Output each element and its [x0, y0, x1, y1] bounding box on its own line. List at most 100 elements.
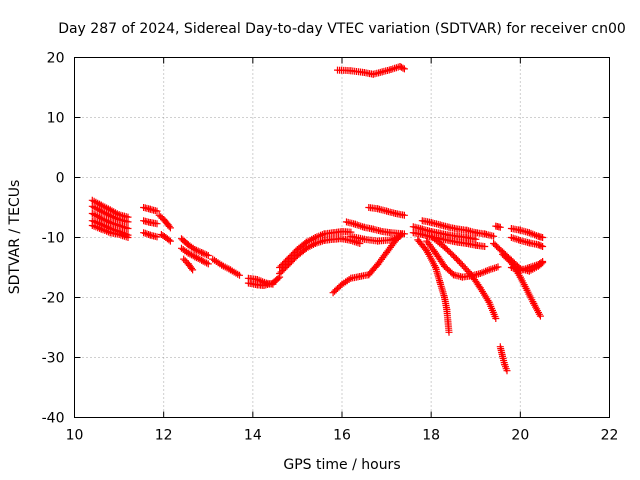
plot-frame — [74, 57, 610, 418]
data-point — [96, 224, 103, 232]
data-point — [397, 63, 405, 71]
data-point — [276, 270, 284, 277]
data-point — [482, 267, 490, 275]
series-arc-d2 — [178, 244, 212, 268]
series-arc-p2 — [507, 234, 547, 250]
data-point — [398, 230, 406, 238]
data-point — [191, 246, 199, 253]
data-point — [461, 264, 469, 272]
data-point — [539, 258, 547, 265]
series-arc-i1 — [329, 230, 406, 297]
data-point — [464, 268, 472, 275]
x-tick-label: 16 — [333, 428, 351, 444]
series-arc-a3 — [88, 210, 132, 232]
series-arc-b2 — [140, 217, 161, 228]
series-arc-j1 — [334, 63, 408, 78]
data-point — [203, 251, 211, 259]
series-arc-h2 — [365, 204, 408, 219]
data-point — [108, 213, 116, 221]
series-arc-b3 — [140, 229, 161, 241]
series-arc-o1 — [496, 343, 511, 375]
series-arc-d1 — [178, 235, 212, 259]
data-point — [286, 253, 294, 261]
data-point — [285, 255, 292, 262]
x-tick-label: 14 — [244, 428, 262, 444]
data-point — [457, 260, 465, 267]
data-point — [193, 246, 200, 254]
data-point — [539, 234, 547, 241]
series-arc-a5 — [88, 222, 132, 241]
x-tick-label: 12 — [155, 428, 173, 444]
data-point — [290, 249, 298, 256]
y-tick-labels: 20 10 0 -10 -20 -30 -40 — [42, 51, 65, 427]
data-point — [236, 271, 243, 279]
data-point — [452, 255, 460, 263]
data-point — [454, 256, 462, 264]
data-point — [282, 264, 289, 271]
data-point — [539, 243, 547, 250]
data-point — [481, 243, 489, 250]
data-point — [165, 236, 173, 244]
x-tick-label: 18 — [422, 428, 440, 444]
data-point — [536, 312, 544, 320]
series-arc-l1 — [414, 236, 453, 336]
data-point — [203, 259, 211, 267]
y-tick-label: -30 — [42, 351, 65, 367]
y-axis-label: SDTVAR / TECUs — [7, 180, 23, 295]
x-tick-labels: 10 12 14 16 18 20 22 — [66, 428, 619, 444]
data-point — [199, 249, 207, 257]
y-tick-label: 0 — [56, 171, 65, 187]
x-axis-label: GPS time / hours — [283, 457, 400, 473]
data-point — [188, 264, 195, 272]
data-point — [166, 224, 174, 232]
data-point — [153, 207, 161, 215]
y-tick-label: 10 — [47, 111, 65, 127]
data-point — [286, 259, 294, 267]
series-arc-g2 — [276, 235, 364, 277]
data-markers — [88, 63, 547, 375]
data-point — [196, 248, 204, 256]
series-arc-r1 — [499, 250, 544, 320]
series-arc-k3 — [418, 217, 498, 240]
data-point — [153, 220, 161, 228]
data-point — [280, 259, 288, 267]
data-point — [356, 240, 364, 247]
data-point — [444, 246, 451, 254]
series-arc-c2 — [157, 231, 174, 245]
data-point — [472, 235, 480, 243]
data-point — [399, 64, 407, 72]
data-point — [445, 328, 453, 336]
data-point — [204, 252, 212, 259]
series-arc-b1 — [140, 204, 161, 215]
series-arc-d3 — [180, 255, 197, 274]
x-tick-label: 20 — [511, 428, 529, 444]
data-point — [124, 218, 132, 226]
series-arc-h1 — [343, 218, 408, 238]
data-point — [189, 266, 197, 274]
y-tick-label: -10 — [42, 231, 65, 247]
data-point — [280, 265, 288, 273]
data-point — [455, 258, 463, 266]
data-point — [525, 229, 533, 237]
series-arc-k2 — [409, 223, 480, 243]
data-point — [180, 255, 188, 263]
series-arc-n1 — [492, 222, 504, 231]
data-point — [503, 367, 511, 375]
data-point — [490, 232, 498, 240]
series-arc-e1 — [209, 255, 243, 279]
series-arc-a2 — [88, 202, 132, 226]
series-arc-m1 — [423, 237, 502, 281]
data-point — [124, 234, 132, 241]
data-point — [496, 223, 504, 231]
data-point — [311, 234, 319, 241]
data-point — [494, 263, 502, 271]
data-point — [194, 247, 202, 255]
y-tick-label: 20 — [47, 51, 65, 67]
y-tick-label: -40 — [42, 411, 65, 427]
data-point — [181, 257, 189, 265]
data-point — [165, 222, 173, 230]
data-point — [283, 256, 291, 264]
data-point — [391, 64, 399, 72]
data-point — [400, 211, 408, 219]
